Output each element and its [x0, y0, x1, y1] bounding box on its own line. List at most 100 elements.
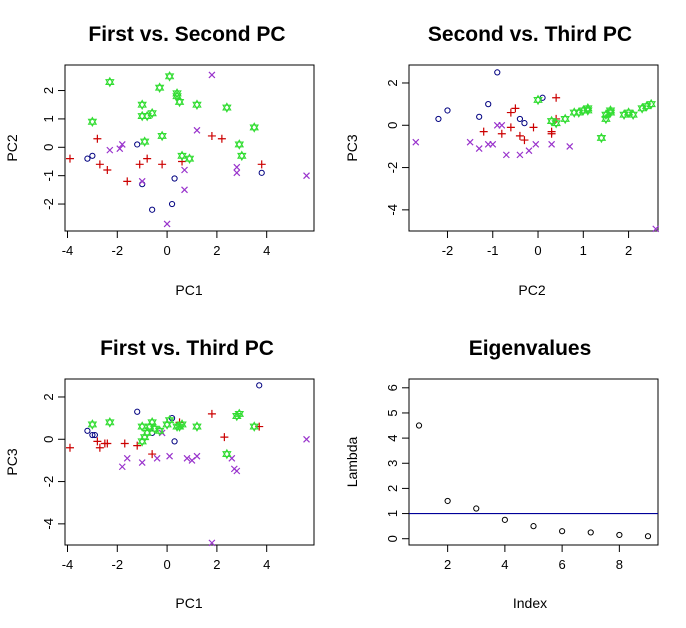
x-axis-label: PC1 — [175, 282, 202, 298]
y-axis-label: Lambda — [344, 436, 360, 487]
x-point — [566, 142, 574, 150]
star-point — [551, 117, 561, 129]
circle-point — [559, 528, 566, 535]
circle-point — [530, 523, 537, 530]
panel-title: First vs. Third PC — [100, 337, 274, 360]
y-tick-label: 2 — [41, 87, 56, 94]
x-tick-label: -4 — [62, 243, 74, 258]
circle-point — [171, 175, 178, 182]
star-point — [249, 421, 259, 432]
star-point — [583, 103, 593, 114]
circle-point — [444, 107, 451, 114]
circle-point — [644, 533, 652, 540]
x-point — [181, 166, 188, 174]
x-tick-label: 0 — [534, 243, 541, 258]
x-point — [233, 169, 241, 177]
plus-point — [506, 108, 515, 117]
star-point — [157, 130, 167, 142]
star-point — [605, 105, 616, 116]
plus-point — [529, 123, 538, 132]
circle-point — [444, 497, 451, 505]
x-point — [106, 146, 114, 154]
star-point — [154, 425, 165, 437]
circle-point — [501, 516, 508, 523]
circle-point — [494, 69, 501, 76]
x-point — [233, 163, 241, 171]
y-tick-label: 1 — [385, 510, 400, 517]
plus-point — [552, 93, 561, 102]
circle-point — [84, 155, 91, 162]
plus-point — [65, 443, 74, 452]
x-tick-label: 2 — [213, 557, 220, 572]
star-point — [192, 99, 202, 111]
star-point — [105, 417, 115, 428]
y-tick-label: 1 — [41, 115, 56, 122]
plus-point — [497, 129, 506, 138]
x-point — [502, 151, 510, 159]
star-point — [174, 96, 185, 108]
panel-title: Second vs. Third PC — [428, 23, 632, 46]
star-point — [87, 116, 98, 128]
x-point — [516, 151, 524, 159]
plus-point — [506, 123, 515, 132]
plus-point — [133, 441, 142, 450]
plus-point — [135, 160, 144, 169]
x-point — [153, 454, 161, 462]
plus-point — [148, 450, 157, 459]
x-tick-label: -1 — [487, 243, 499, 258]
x-axis-label: PC1 — [175, 595, 202, 611]
x-point — [116, 145, 124, 153]
plus-point — [257, 160, 266, 169]
x-axis: 2 4 6 8 — [444, 544, 623, 572]
x-axis: -2 -1 0 1 2 — [442, 230, 632, 258]
panel-pc1-vs-pc3: First vs. Third PC -4 -2 0 2 4 -4 -2 0 2 PC1 PC… — [4, 337, 315, 611]
star-point — [137, 436, 147, 447]
plus-point — [93, 437, 102, 446]
y-tick-label: -2 — [385, 162, 400, 174]
x-point — [466, 138, 474, 146]
x-point — [123, 454, 131, 462]
star-point — [222, 448, 232, 460]
panel-pc2-vs-pc3: Second vs. Third PC -2 -1 0 1 2 -4 -2 0 2 PC2 P… — [344, 23, 660, 298]
x-tick-label: 4 — [263, 243, 270, 258]
plus-point — [520, 136, 529, 145]
circle-point — [134, 408, 141, 415]
y-tick-label: 3 — [385, 460, 400, 467]
plus-point — [103, 439, 112, 448]
plot-frame — [64, 378, 315, 546]
x-point — [303, 435, 310, 443]
plus-point — [158, 160, 167, 169]
y-tick-label: 0 — [41, 436, 56, 443]
star-point — [601, 113, 611, 125]
y-tick-label: 0 — [385, 535, 400, 542]
points — [65, 382, 310, 547]
y-axis-label: PC2 — [4, 134, 20, 161]
star-point — [192, 421, 202, 432]
plus-point — [103, 165, 112, 174]
y-tick-label: 4 — [385, 434, 400, 441]
x-point — [532, 140, 540, 148]
plus-point — [515, 131, 524, 140]
y-tick-label: 2 — [41, 393, 56, 400]
circle-point — [516, 115, 524, 123]
plus-point — [207, 409, 216, 418]
circle-point — [91, 431, 98, 439]
y-axis: -4 -2 0 2 — [41, 393, 66, 530]
points — [412, 69, 660, 233]
x-tick-label: 2 — [625, 243, 632, 258]
y-axis-label: PC3 — [344, 134, 360, 161]
x-point — [163, 220, 171, 228]
y-axis-label: PC3 — [4, 448, 20, 475]
points — [65, 71, 310, 228]
circle-point — [168, 200, 176, 208]
x-axis-label: PC2 — [518, 282, 545, 298]
star-point — [87, 419, 98, 430]
circle-point — [149, 206, 156, 213]
x-axis-label: Index — [513, 595, 547, 611]
plus-point — [547, 129, 556, 138]
circle-point — [258, 169, 265, 176]
star-point — [177, 419, 187, 430]
x-tick-label: 4 — [263, 557, 270, 572]
x-point — [166, 452, 174, 460]
